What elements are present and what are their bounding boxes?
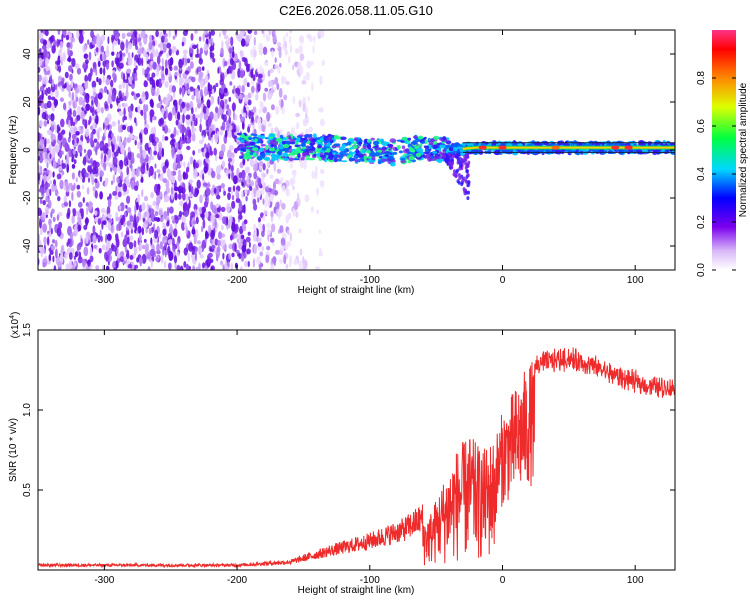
y-tick-label: -40 — [22, 238, 33, 253]
spectrogram-y-ticks: -40 -20 0 20 40 — [22, 48, 675, 253]
colorbar-tick-label: 0.4 — [696, 167, 707, 181]
x-tick-label: 100 — [627, 275, 644, 286]
y-tick-label: 40 — [22, 48, 33, 60]
y-tick-label: 1.0 — [22, 403, 33, 417]
snr-scale-prefix: (x10 — [10, 318, 21, 338]
colorbar-tick-label: 0.2 — [696, 215, 707, 229]
y-tick-label: -20 — [22, 190, 33, 205]
y-tick-label: 0.5 — [22, 483, 33, 497]
figure-title: C2E6.2026.058.11.05.G10 — [279, 3, 433, 18]
spectrogram-image — [38, 30, 675, 270]
x-tick-label: -100 — [360, 275, 380, 286]
y-tick-label: 1.5 — [22, 323, 33, 337]
snr-panel: -300 -200 -100 0 100 0.5 1.0 1.5 Height of str… — [8, 312, 676, 596]
colorbar: 0.0 0.2 0.4 0.6 0.8 Normalized spectral ampl… — [696, 30, 749, 277]
colorbar-tick-label: 0.6 — [696, 119, 707, 133]
spectrogram-x-label: Height of straight line (km) — [298, 285, 415, 296]
snr-scale-label: (x104) — [9, 312, 21, 339]
x-tick-label: -300 — [94, 575, 114, 586]
x-tick-label: -300 — [94, 275, 114, 286]
colorbar-label: Normalized spectral amplitude — [738, 82, 749, 217]
x-tick-label: -200 — [227, 575, 247, 586]
colorbar-tick-label: 0.8 — [696, 71, 707, 85]
x-tick-label: 0 — [500, 575, 506, 586]
snr-x-label: Height of straight line (km) — [298, 585, 415, 596]
snr-series-line — [38, 347, 675, 569]
snr-y-ticks: 0.5 1.0 1.5 — [22, 323, 675, 497]
colorbar-ticks: 0.0 0.2 0.4 0.6 0.8 — [696, 71, 736, 277]
x-tick-label: 100 — [627, 575, 644, 586]
snr-x-ticks: -300 -200 -100 0 100 — [94, 330, 644, 586]
y-tick-label: 0 — [22, 147, 33, 153]
spectrogram-x-ticks: -300 -200 -100 0 100 — [94, 30, 644, 286]
snr-frame — [37, 329, 676, 571]
x-tick-label: -200 — [227, 275, 247, 286]
y-tick-label: 20 — [22, 96, 33, 108]
x-tick-label: -100 — [360, 575, 380, 586]
colorbar-gradient — [712, 30, 736, 270]
colorbar-tick-label: 0.0 — [696, 263, 707, 277]
snr-scale-exponent: 4 — [9, 315, 16, 319]
svg-text:(x104): (x104) — [9, 312, 21, 339]
x-tick-label: 0 — [500, 275, 506, 286]
snr-y-label: SNR (10 * v/v) — [8, 418, 19, 482]
spectrogram-y-label: Frequency (Hz) — [8, 116, 19, 185]
